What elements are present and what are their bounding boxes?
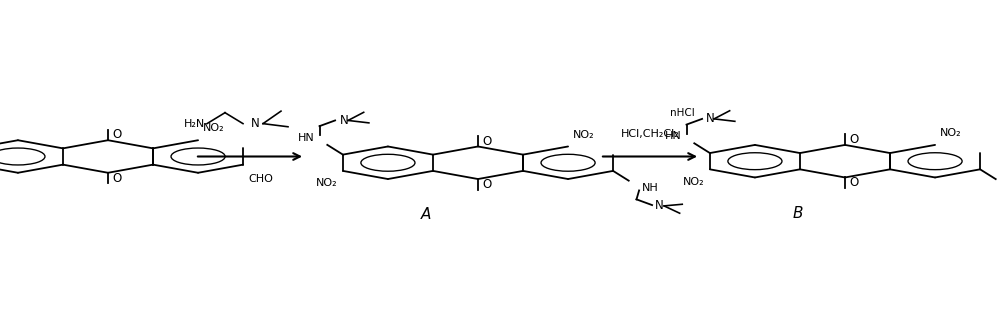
Text: NO₂: NO₂	[940, 128, 962, 138]
Text: N: N	[655, 199, 663, 213]
Text: N: N	[340, 114, 349, 127]
Text: O: O	[849, 133, 858, 146]
Text: O: O	[482, 178, 491, 191]
Text: HN: HN	[298, 132, 314, 142]
Text: O: O	[112, 128, 121, 141]
Text: O: O	[482, 135, 491, 148]
Text: O: O	[112, 172, 121, 185]
Text: HCl,CH₂Cl₂: HCl,CH₂Cl₂	[621, 129, 679, 139]
Text: N: N	[251, 117, 260, 130]
Text: CHO: CHO	[248, 174, 273, 184]
Text: A: A	[421, 207, 431, 222]
Text: nHCl: nHCl	[670, 108, 694, 118]
Text: N: N	[706, 112, 715, 126]
Text: O: O	[849, 176, 858, 189]
Text: H₂N: H₂N	[184, 119, 205, 129]
Text: NH: NH	[642, 183, 658, 193]
Text: NO₂: NO₂	[683, 177, 705, 187]
Text: NO₂: NO₂	[203, 123, 225, 133]
Text: NO₂: NO₂	[316, 178, 338, 188]
Text: HN: HN	[665, 131, 681, 141]
Text: NO₂: NO₂	[573, 130, 595, 140]
Text: B: B	[793, 206, 803, 221]
